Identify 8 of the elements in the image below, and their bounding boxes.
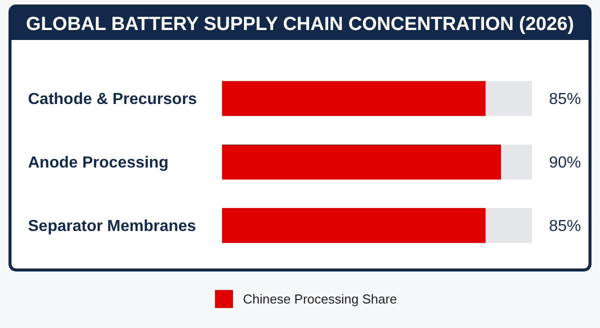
chart-title: GLOBAL BATTERY SUPPLY CHAIN CONCENTRATION (2026) xyxy=(26,14,574,35)
data-label: 85% xyxy=(548,218,582,236)
y-tick-label: Separator Membranes xyxy=(28,218,196,236)
data-label: 90% xyxy=(548,154,582,172)
data-label: 85% xyxy=(548,91,582,108)
y-tick-label: Anode Processing xyxy=(28,154,168,172)
legend-label: Chinese Processing Share xyxy=(243,292,397,307)
y-tick-label: Cathode & Precursors xyxy=(28,91,198,108)
